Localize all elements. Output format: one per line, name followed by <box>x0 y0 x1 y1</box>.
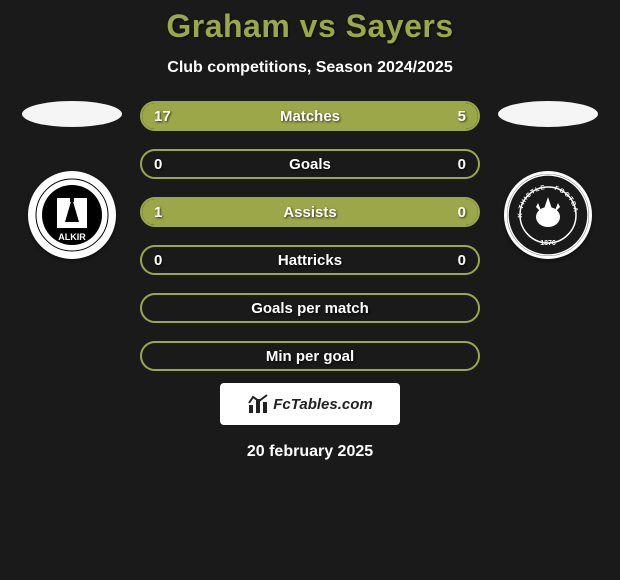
svg-text:ALKIR: ALKIR <box>58 232 86 242</box>
stat-label: Hattricks <box>142 252 478 269</box>
stat-value-right: 0 <box>458 252 466 269</box>
stats-icon <box>247 393 269 415</box>
stat-row-goals: 0 Goals 0 <box>140 149 480 179</box>
club-crest-left: ALKIR <box>28 171 116 259</box>
player-right-avatar-placeholder <box>498 101 598 127</box>
subtitle: Club competitions, Season 2024/2025 <box>0 59 620 77</box>
watermark-label: FcTables.com <box>273 396 372 413</box>
stat-row-assists: 1 Assists 0 <box>140 197 480 227</box>
watermark[interactable]: FcTables.com <box>220 383 400 425</box>
player-left-avatar-placeholder <box>22 101 122 127</box>
left-player-col: ALKIR <box>22 101 122 259</box>
stat-label: Goals per match <box>142 300 478 317</box>
stat-row-goals-per-match: Goals per match <box>140 293 480 323</box>
stat-row-hattricks: 0 Hattricks 0 <box>140 245 480 275</box>
stat-label: Goals <box>142 156 478 173</box>
partick-thistle-crest-icon: PARTICK THISTLE · FOOTBALL CLUB 1876 <box>506 173 590 257</box>
stat-label: Assists <box>142 204 478 221</box>
page-title: Graham vs Sayers <box>0 8 620 45</box>
date-label: 20 february 2025 <box>0 443 620 461</box>
stat-label: Min per goal <box>142 348 478 365</box>
club-crest-right: PARTICK THISTLE · FOOTBALL CLUB 1876 <box>504 171 592 259</box>
stat-row-matches: 17 Matches 5 <box>140 101 480 131</box>
stat-value-right: 5 <box>458 108 466 125</box>
stat-value-right: 0 <box>458 204 466 221</box>
stat-label: Matches <box>142 108 478 125</box>
right-player-col: PARTICK THISTLE · FOOTBALL CLUB 1876 <box>498 101 598 259</box>
comparison-card: Graham vs Sayers Club competitions, Seas… <box>0 0 620 580</box>
stat-row-min-per-goal: Min per goal <box>140 341 480 371</box>
falkirk-crest-icon: ALKIR <box>35 178 109 252</box>
stats-column: 17 Matches 5 0 Goals 0 1 Assists 0 <box>140 101 480 371</box>
svg-text:1876: 1876 <box>540 240 556 247</box>
main-row: ALKIR 17 Matches 5 0 Goals 0 <box>0 101 620 371</box>
stat-value-right: 0 <box>458 156 466 173</box>
